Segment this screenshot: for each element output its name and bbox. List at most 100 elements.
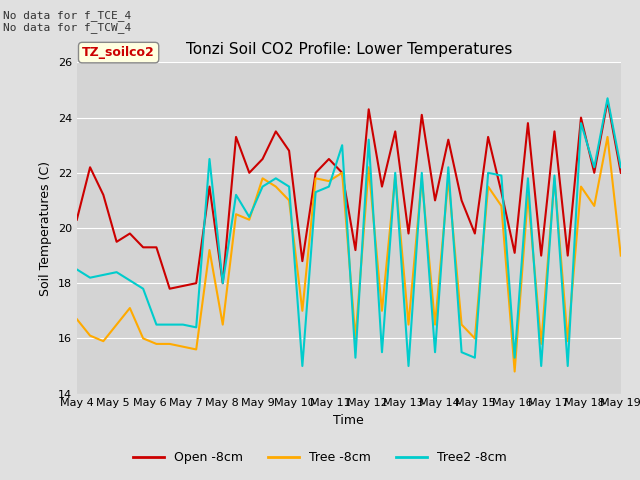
Open -8cm bbox=[166, 286, 173, 291]
Tree -8cm bbox=[312, 175, 319, 181]
Tree -8cm bbox=[246, 217, 253, 223]
Tree -8cm bbox=[538, 341, 545, 347]
Tree2 -8cm bbox=[351, 355, 359, 360]
Tree -8cm bbox=[339, 170, 346, 176]
Tree -8cm bbox=[166, 341, 173, 347]
Open -8cm bbox=[444, 137, 452, 143]
Open -8cm bbox=[564, 252, 572, 258]
Open -8cm bbox=[232, 134, 240, 140]
Tree -8cm bbox=[471, 336, 479, 341]
Tree -8cm bbox=[86, 333, 94, 338]
Open -8cm bbox=[272, 129, 280, 134]
Open -8cm bbox=[365, 107, 372, 112]
Open -8cm bbox=[325, 156, 333, 162]
Tree -8cm bbox=[219, 322, 227, 327]
Tree2 -8cm bbox=[617, 164, 625, 170]
Tree -8cm bbox=[140, 336, 147, 341]
Tree -8cm bbox=[444, 175, 452, 181]
Tree2 -8cm bbox=[205, 156, 213, 162]
Open -8cm bbox=[140, 244, 147, 250]
Open -8cm bbox=[298, 258, 306, 264]
Tree2 -8cm bbox=[86, 275, 94, 280]
Line: Open -8cm: Open -8cm bbox=[77, 101, 621, 288]
Tree2 -8cm bbox=[113, 269, 120, 275]
Open -8cm bbox=[86, 164, 94, 170]
Tree2 -8cm bbox=[126, 277, 134, 283]
Tree2 -8cm bbox=[538, 363, 545, 369]
Tree -8cm bbox=[511, 369, 518, 374]
Text: TZ_soilco2: TZ_soilco2 bbox=[82, 46, 155, 59]
Open -8cm bbox=[219, 280, 227, 286]
Line: Tree -8cm: Tree -8cm bbox=[77, 137, 621, 372]
Tree2 -8cm bbox=[418, 170, 426, 176]
Open -8cm bbox=[179, 283, 187, 289]
Tree2 -8cm bbox=[73, 266, 81, 272]
Open -8cm bbox=[193, 280, 200, 286]
Open -8cm bbox=[591, 170, 598, 176]
Tree2 -8cm bbox=[193, 324, 200, 330]
Open -8cm bbox=[285, 148, 293, 154]
Tree -8cm bbox=[458, 322, 465, 327]
Open -8cm bbox=[246, 170, 253, 176]
Tree -8cm bbox=[193, 347, 200, 352]
Y-axis label: Soil Temperatures (C): Soil Temperatures (C) bbox=[39, 160, 52, 296]
Tree2 -8cm bbox=[166, 322, 173, 327]
Tree2 -8cm bbox=[285, 184, 293, 190]
X-axis label: Time: Time bbox=[333, 414, 364, 427]
Tree -8cm bbox=[73, 316, 81, 322]
Open -8cm bbox=[471, 230, 479, 236]
Tree -8cm bbox=[564, 338, 572, 344]
Open -8cm bbox=[511, 250, 518, 256]
Tree -8cm bbox=[524, 192, 532, 198]
Tree -8cm bbox=[418, 175, 426, 181]
Open -8cm bbox=[604, 98, 611, 104]
Tree2 -8cm bbox=[404, 363, 412, 369]
Tree2 -8cm bbox=[577, 120, 585, 126]
Tree -8cm bbox=[113, 322, 120, 327]
Tree2 -8cm bbox=[458, 349, 465, 355]
Tree2 -8cm bbox=[339, 142, 346, 148]
Tree -8cm bbox=[232, 211, 240, 217]
Tree2 -8cm bbox=[550, 173, 558, 179]
Tree2 -8cm bbox=[259, 184, 266, 190]
Tree -8cm bbox=[325, 178, 333, 184]
Open -8cm bbox=[418, 112, 426, 118]
Open -8cm bbox=[312, 170, 319, 176]
Tree -8cm bbox=[205, 247, 213, 253]
Open -8cm bbox=[524, 120, 532, 126]
Tree -8cm bbox=[404, 322, 412, 327]
Text: No data for f_TCE_4
No data for f_TCW_4: No data for f_TCE_4 No data for f_TCW_4 bbox=[3, 10, 131, 33]
Tree -8cm bbox=[484, 184, 492, 190]
Tree2 -8cm bbox=[471, 355, 479, 360]
Tree -8cm bbox=[259, 175, 266, 181]
Tree2 -8cm bbox=[444, 164, 452, 170]
Tree2 -8cm bbox=[152, 322, 160, 327]
Tree -8cm bbox=[351, 336, 359, 341]
Tree -8cm bbox=[431, 322, 439, 327]
Tree -8cm bbox=[617, 252, 625, 258]
Tree2 -8cm bbox=[497, 173, 505, 179]
Tree2 -8cm bbox=[272, 175, 280, 181]
Tree2 -8cm bbox=[312, 189, 319, 195]
Tree -8cm bbox=[152, 341, 160, 347]
Tree -8cm bbox=[378, 308, 386, 313]
Tree2 -8cm bbox=[179, 322, 187, 327]
Tree -8cm bbox=[497, 203, 505, 209]
Line: Tree2 -8cm: Tree2 -8cm bbox=[77, 98, 621, 366]
Tree2 -8cm bbox=[298, 363, 306, 369]
Open -8cm bbox=[392, 129, 399, 134]
Tree -8cm bbox=[126, 305, 134, 311]
Tree2 -8cm bbox=[378, 349, 386, 355]
Title: Tonzi Soil CO2 Profile: Lower Temperatures: Tonzi Soil CO2 Profile: Lower Temperatur… bbox=[186, 42, 512, 57]
Tree2 -8cm bbox=[511, 355, 518, 360]
Tree -8cm bbox=[272, 184, 280, 190]
Open -8cm bbox=[458, 198, 465, 204]
Open -8cm bbox=[577, 115, 585, 120]
Tree2 -8cm bbox=[431, 349, 439, 355]
Tree2 -8cm bbox=[325, 184, 333, 190]
Open -8cm bbox=[99, 192, 107, 198]
Open -8cm bbox=[152, 244, 160, 250]
Open -8cm bbox=[404, 230, 412, 236]
Tree2 -8cm bbox=[591, 164, 598, 170]
Open -8cm bbox=[538, 252, 545, 258]
